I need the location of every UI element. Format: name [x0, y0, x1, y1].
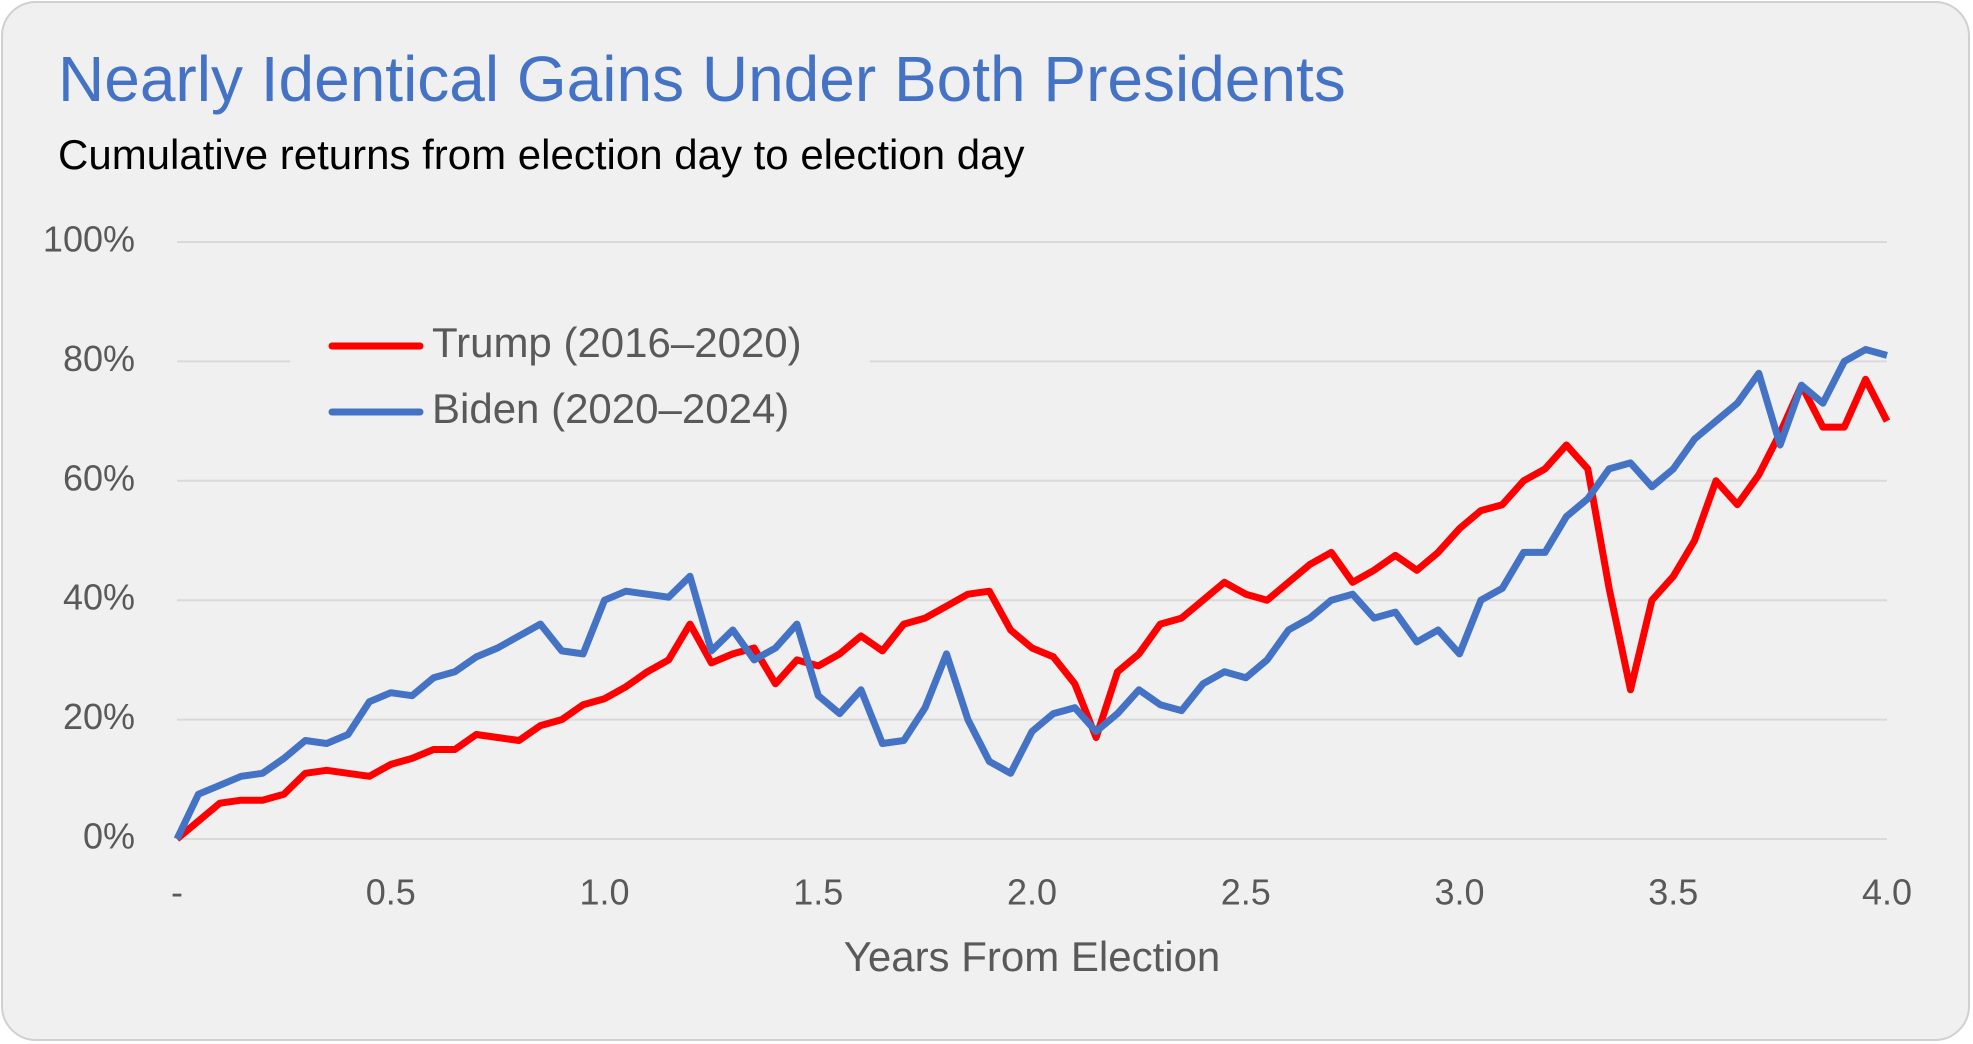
series-line	[174, 375, 1891, 842]
x-tick-label: 2.5	[1221, 872, 1271, 913]
legend-label: Trump (2016–2020)	[432, 319, 802, 366]
chart-title: Nearly Identical Gains Under Both Presid…	[58, 43, 1346, 115]
x-tick-label: 1.0	[579, 872, 629, 913]
chart-subtitle: Cumulative returns from election day to …	[58, 131, 1024, 178]
y-tick-label: 60%	[63, 457, 135, 498]
x-tick-label: 4.0	[1862, 872, 1912, 913]
legend-label: Biden (2020–2024)	[432, 385, 789, 432]
x-tick-label: 3.5	[1648, 872, 1698, 913]
legend-box	[290, 312, 870, 452]
x-tick-label: -	[171, 872, 183, 913]
y-tick-label: 20%	[63, 696, 135, 737]
x-tick-label: 3.0	[1434, 872, 1484, 913]
y-tick-label: 0%	[83, 816, 135, 857]
y-tick-label: 80%	[63, 338, 135, 379]
x-tick-label: 0.5	[366, 872, 416, 913]
series-line	[173, 346, 1888, 841]
y-tick-label: 40%	[63, 577, 135, 618]
y-tick-label: 100%	[43, 219, 135, 260]
x-tick-label: 1.5	[793, 872, 843, 913]
x-axis-label: Years From Election	[844, 933, 1221, 980]
x-tick-label: 2.0	[1007, 872, 1057, 913]
